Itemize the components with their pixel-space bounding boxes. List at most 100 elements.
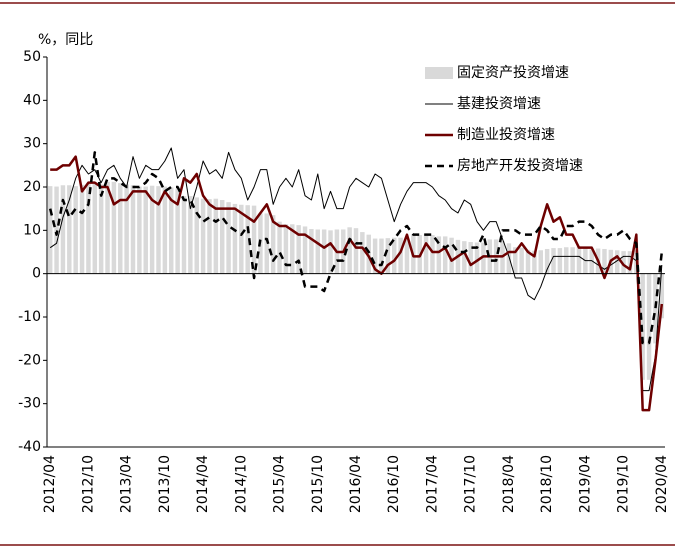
bar — [321, 229, 327, 274]
x-tick-label: 2013/10 — [157, 455, 173, 513]
bar — [175, 188, 180, 274]
bar — [67, 185, 72, 274]
bar — [391, 237, 397, 274]
x-tick-label: 2015/04 — [272, 455, 288, 513]
x-tick-label: 2017/04 — [424, 455, 440, 513]
bar — [194, 197, 199, 274]
x-tick-label: 2016/04 — [348, 455, 364, 513]
bar — [156, 186, 161, 274]
bar — [296, 225, 301, 274]
legend-label: 固定资产投资增速 — [457, 65, 569, 81]
x-tick-label: 2019/04 — [577, 455, 593, 513]
bar — [118, 183, 123, 274]
x-tick-label: 2014/04 — [195, 455, 211, 513]
y-tick-label: 10 — [23, 222, 41, 238]
y-tick-label: -20 — [18, 352, 41, 368]
bar — [557, 248, 563, 274]
bar — [47, 186, 53, 274]
bar — [551, 248, 556, 274]
bar — [54, 186, 59, 274]
bar — [277, 221, 282, 274]
bar — [564, 247, 569, 274]
legend-label: 基建投资增速 — [457, 95, 541, 112]
bar — [73, 186, 78, 274]
bar — [207, 199, 212, 274]
x-tick-label: 2012/10 — [80, 455, 96, 513]
line-series — [48, 151, 664, 345]
x-tick-label: 2018/04 — [501, 455, 517, 513]
bar — [621, 251, 626, 274]
x-tick-label: 2020/04 — [654, 455, 670, 513]
y-tick-label: -30 — [18, 396, 41, 412]
bar — [105, 181, 110, 274]
bar — [251, 205, 257, 274]
x-tick-label: 2018/10 — [539, 455, 555, 513]
bar — [462, 241, 467, 274]
bar — [219, 200, 225, 274]
bar — [130, 185, 136, 274]
y-axis-label: %，同比 — [38, 32, 93, 48]
bar — [576, 246, 582, 274]
bar — [232, 203, 238, 274]
y-tick-label: 50 — [23, 49, 41, 65]
bar — [239, 204, 244, 274]
x-tick-label: 2019/10 — [616, 455, 632, 513]
bar — [328, 230, 333, 274]
bar — [264, 213, 270, 274]
bar — [309, 229, 314, 274]
bar — [513, 247, 518, 274]
bar — [506, 243, 512, 274]
bar — [519, 247, 524, 274]
bar — [404, 238, 410, 274]
bar — [270, 215, 276, 274]
bar — [430, 235, 435, 274]
legend-label: 制造业投资增速 — [457, 127, 555, 143]
bar — [614, 250, 620, 274]
x-tick-label: 2013/04 — [119, 455, 135, 513]
bar — [468, 242, 473, 274]
bar — [245, 205, 250, 274]
y-tick-label: 40 — [23, 92, 41, 108]
bar — [385, 238, 391, 274]
bar — [86, 183, 91, 274]
bar — [162, 186, 168, 274]
line-series — [50, 155, 664, 412]
bar — [290, 224, 295, 274]
y-tick-label: -10 — [18, 309, 41, 325]
bar — [436, 236, 442, 274]
bar — [111, 181, 117, 274]
legend-swatch — [425, 67, 453, 79]
bar — [353, 228, 359, 274]
bar — [449, 237, 454, 274]
x-tick-label: 2012/04 — [42, 455, 58, 513]
bar — [398, 237, 403, 274]
bar — [188, 196, 193, 274]
x-tick-label: 2017/10 — [463, 455, 479, 513]
bar — [474, 242, 480, 274]
bar — [481, 242, 486, 274]
bar — [213, 198, 219, 274]
bar — [137, 186, 142, 274]
bar — [653, 273, 658, 344]
legend-label: 房地产开发投资增速 — [457, 158, 583, 174]
bar — [181, 196, 187, 274]
bar — [226, 202, 231, 274]
bar — [315, 229, 321, 274]
bar — [602, 248, 607, 274]
bar — [646, 273, 652, 380]
y-tick-label: 0 — [32, 266, 41, 282]
bar — [525, 249, 531, 274]
bar — [532, 250, 537, 274]
line-series — [49, 147, 663, 392]
bar — [143, 186, 148, 274]
bar — [379, 238, 384, 274]
bar — [92, 183, 98, 274]
y-tick-label: 20 — [23, 179, 41, 195]
bar — [149, 185, 155, 274]
bar — [283, 224, 289, 274]
bar — [347, 227, 352, 274]
y-tick-label: 30 — [23, 136, 41, 152]
bar — [538, 250, 543, 274]
bar — [98, 184, 104, 274]
